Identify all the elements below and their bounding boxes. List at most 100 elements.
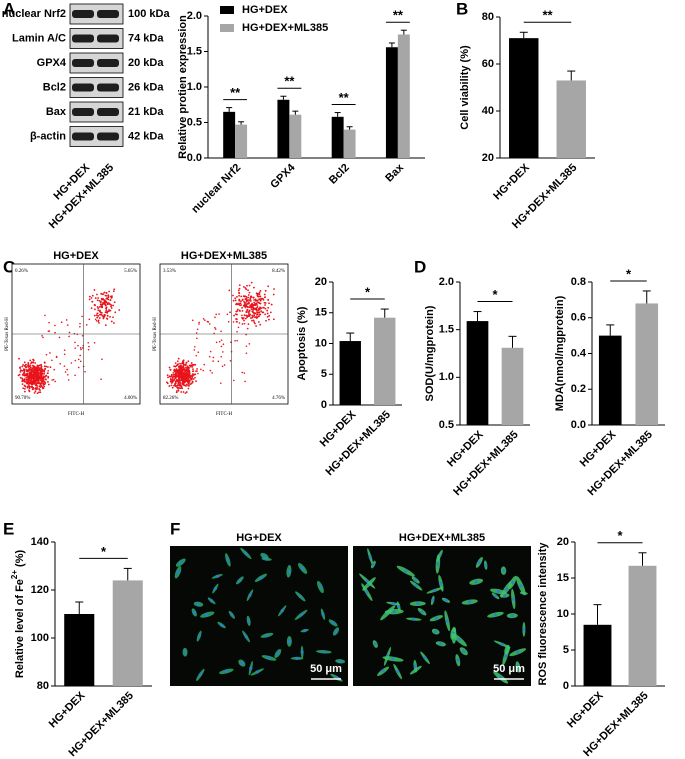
flow-dot (182, 391, 185, 393)
flow-dot (247, 311, 250, 313)
flow-dot (21, 380, 24, 383)
flow-dot (79, 325, 81, 328)
nucleus (244, 551, 248, 556)
flow-dot (104, 324, 107, 327)
flow-dot (182, 369, 185, 372)
flow-dot (166, 374, 169, 377)
flow-dot (244, 380, 246, 383)
flow-dot (259, 323, 262, 326)
nucleus (244, 634, 248, 639)
flow-dot (241, 323, 244, 325)
flow-dot (249, 300, 252, 302)
flow-dot (45, 375, 47, 377)
quadrant-percent: 8.42% (272, 269, 285, 274)
nucleus (499, 675, 503, 679)
flow-dot (258, 313, 261, 316)
flow-dot (105, 291, 108, 294)
size-label: 20 kDa (128, 57, 164, 69)
flow-dot (77, 366, 80, 369)
flow-dot (188, 364, 191, 367)
flow-dot (264, 304, 266, 306)
flow-dot (257, 295, 260, 298)
flow-dot (36, 387, 39, 390)
flow-dot (249, 313, 251, 316)
nucleus (338, 659, 342, 663)
flow-dot (253, 307, 255, 309)
flow-dot (256, 310, 258, 312)
protein-label: nuclear Nrf2 (2, 8, 66, 20)
nucleus (420, 610, 424, 614)
flow-dot (181, 374, 184, 377)
flow-dot (38, 375, 41, 378)
flow-dot (29, 368, 32, 371)
flow-dot (196, 368, 198, 370)
blot-frame (69, 126, 124, 147)
flow-dot (244, 314, 246, 317)
flow-dot (178, 376, 180, 378)
flow-y-label: PE-Texas Red-H (5, 317, 10, 351)
flow-dot (249, 297, 252, 299)
flow-dot (184, 364, 187, 367)
nucleus (434, 616, 438, 620)
flow-dot (220, 345, 223, 348)
flow-dot (273, 288, 275, 290)
nucleus (365, 579, 369, 583)
flow-dot (236, 318, 238, 321)
flow-dot (184, 372, 187, 374)
flow-dot (198, 323, 200, 325)
flow-dot (100, 313, 103, 316)
flow-dot (100, 378, 102, 380)
protein-label: Bcl2 (43, 81, 66, 93)
y-tick-label: 0.5 (439, 419, 454, 431)
legend-label: HG+DEX (242, 4, 288, 16)
flow-dot (110, 296, 113, 299)
nucleus (247, 619, 251, 623)
significance: * (617, 528, 623, 543)
flow-dot (229, 360, 232, 362)
flow-dot (170, 373, 173, 376)
blot-frame (69, 52, 124, 74)
flow-dot (175, 380, 177, 383)
flow-dot (255, 307, 258, 310)
flow-dot (193, 349, 196, 351)
flow-dot (18, 357, 20, 360)
flow-dot (263, 296, 266, 299)
flow-dot (101, 358, 103, 361)
flow-dot (104, 311, 107, 314)
flow-x-label: FITC-H (216, 412, 233, 417)
nucleus (300, 650, 304, 654)
flow-dot (39, 386, 42, 388)
image-title: HG+DEX+ML385 (399, 532, 485, 544)
flow-dot (172, 379, 175, 382)
flow-dot (96, 293, 98, 296)
x-tick-label: nuclear Nrf2 (189, 162, 243, 216)
flow-dot (102, 298, 105, 301)
cells (359, 548, 528, 684)
flow-dot (258, 293, 261, 296)
flow-dot (181, 387, 184, 390)
y-axis-label: Relative level of Fe2+ (%) (10, 550, 26, 679)
flow-dot (23, 387, 26, 390)
nucleus (371, 562, 375, 567)
y-axis-label: ROS fluorescence intensity (537, 542, 549, 686)
flow-dot (187, 360, 190, 363)
flow-dot (252, 319, 255, 322)
flow-dot (272, 293, 275, 296)
flow-dot (107, 296, 110, 299)
flow-dot (259, 295, 262, 298)
flow-dot (253, 299, 255, 301)
flow-dot (40, 366, 43, 368)
flow-dot (195, 380, 197, 383)
bar (343, 129, 356, 158)
flow-dot (26, 372, 29, 375)
flow-dot (169, 369, 172, 371)
flow-dot (220, 339, 223, 341)
flow-y-label: PE-Texas Red-H (153, 317, 158, 351)
flow-dot (266, 309, 269, 312)
blot-band (72, 10, 94, 18)
y-tick-label: 0.5 (187, 116, 202, 128)
flow-dot (191, 380, 194, 383)
flow-dot (84, 370, 86, 373)
flow-dot (43, 385, 46, 388)
nucleus (510, 580, 515, 585)
